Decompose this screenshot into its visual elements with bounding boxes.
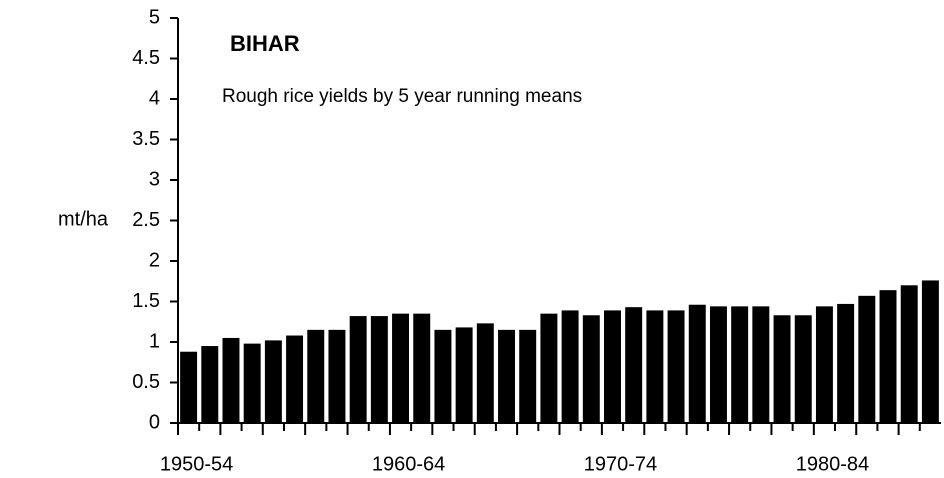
bar	[370, 316, 388, 423]
y-tick-label: 3	[149, 168, 160, 190]
bar	[264, 340, 282, 423]
y-tick-label: 0.5	[132, 371, 160, 393]
bar	[307, 329, 325, 423]
bar	[328, 329, 346, 423]
bar	[731, 306, 749, 423]
y-axis-label: mt/ha	[58, 208, 109, 230]
bar	[222, 337, 240, 423]
bar	[900, 285, 918, 423]
bar	[243, 343, 261, 423]
bar	[392, 313, 410, 423]
bar	[540, 313, 558, 423]
bar	[688, 304, 706, 423]
bar	[413, 313, 431, 423]
bar	[519, 329, 537, 423]
x-tick-label: 1960-64	[372, 453, 445, 475]
bar	[498, 329, 515, 423]
bar	[455, 327, 473, 423]
y-tick-label: 4	[149, 87, 160, 109]
bar	[434, 329, 452, 423]
bar	[180, 351, 198, 423]
y-tick-label: 2	[149, 249, 160, 271]
bar	[794, 315, 812, 423]
x-tick-label: 1980-84	[796, 453, 869, 475]
bar	[604, 310, 621, 423]
chart-subtitle: Rough rice yields by 5 year running mean…	[222, 86, 582, 107]
x-tick-label: 1950-54	[160, 453, 233, 475]
bar	[752, 306, 770, 423]
bar	[709, 306, 727, 423]
y-tick-label: 3.5	[132, 128, 160, 150]
y-tick-label: 2.5	[132, 209, 160, 231]
bar	[476, 323, 494, 423]
bar	[773, 315, 791, 423]
bar	[837, 303, 855, 423]
bar	[561, 310, 579, 423]
y-tick-label: 5	[149, 6, 160, 28]
bar	[625, 307, 643, 423]
bar	[815, 306, 833, 423]
y-tick-label: 1	[149, 330, 160, 352]
y-tick-label: 1.5	[132, 290, 160, 312]
bar	[201, 346, 219, 423]
bar	[286, 335, 304, 423]
bar	[646, 310, 664, 423]
bar	[667, 310, 685, 423]
chart-title: BIHAR	[230, 31, 300, 56]
y-tick-label: 4.5	[132, 47, 160, 69]
bar	[349, 316, 367, 423]
bar	[858, 295, 876, 423]
x-tick-label: 1970-74	[584, 453, 657, 475]
y-tick-label: 0	[149, 411, 160, 433]
bar	[921, 280, 939, 423]
bar	[582, 315, 600, 423]
bar	[879, 290, 897, 423]
